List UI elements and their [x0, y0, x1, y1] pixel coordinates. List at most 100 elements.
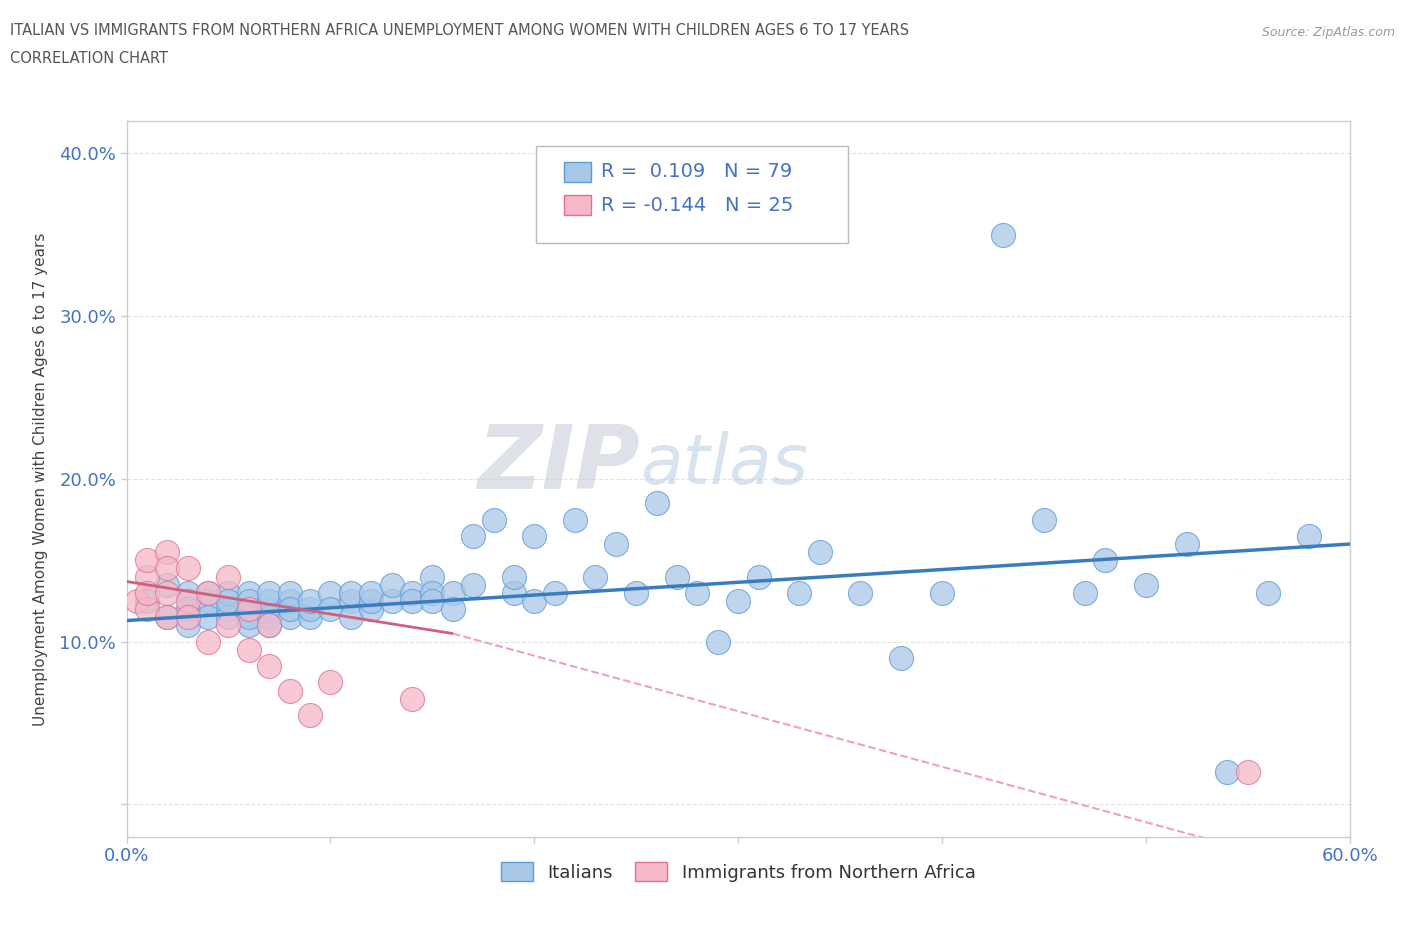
Point	[156, 561, 179, 576]
Point	[849, 586, 872, 601]
Point	[319, 675, 342, 690]
Point	[177, 610, 200, 625]
Point	[217, 610, 239, 625]
Point	[1175, 537, 1198, 551]
Point	[422, 569, 444, 584]
Point	[503, 586, 526, 601]
Point	[422, 586, 444, 601]
Point	[217, 569, 239, 584]
Point	[135, 569, 157, 584]
Point	[1237, 764, 1260, 779]
Point	[993, 228, 1015, 243]
Point	[422, 593, 444, 608]
Text: atlas: atlas	[640, 432, 808, 498]
Text: ITALIAN VS IMMIGRANTS FROM NORTHERN AFRICA UNEMPLOYMENT AMONG WOMEN WITH CHILDRE: ITALIAN VS IMMIGRANTS FROM NORTHERN AFRI…	[10, 23, 908, 38]
Point	[401, 593, 423, 608]
Point	[523, 593, 546, 608]
Point	[156, 545, 179, 560]
Point	[686, 586, 709, 601]
Point	[340, 586, 363, 601]
Point	[1257, 586, 1279, 601]
Point	[278, 602, 301, 617]
Point	[278, 586, 301, 601]
FancyBboxPatch shape	[536, 146, 848, 243]
Point	[259, 593, 281, 608]
Point	[197, 593, 219, 608]
Point	[706, 634, 728, 649]
Point	[890, 651, 912, 666]
Point	[1298, 528, 1320, 543]
Point	[156, 578, 179, 592]
Y-axis label: Unemployment Among Women with Children Ages 6 to 17 years: Unemployment Among Women with Children A…	[34, 232, 48, 725]
Point	[931, 586, 953, 601]
Point	[401, 586, 423, 601]
Legend: Italians, Immigrants from Northern Africa: Italians, Immigrants from Northern Afric…	[494, 855, 983, 889]
Point	[299, 593, 322, 608]
Point	[340, 593, 363, 608]
Point	[156, 586, 179, 601]
Point	[177, 618, 200, 633]
Point	[278, 683, 301, 698]
Point	[299, 602, 322, 617]
Point	[217, 593, 239, 608]
Point	[319, 602, 342, 617]
Point	[585, 569, 607, 584]
Text: R = -0.144   N = 25: R = -0.144 N = 25	[602, 196, 793, 215]
Point	[441, 586, 464, 601]
Point	[626, 586, 648, 601]
Point	[380, 593, 404, 608]
Point	[360, 602, 382, 617]
Point	[156, 610, 179, 625]
Point	[482, 512, 505, 527]
Point	[666, 569, 689, 584]
Point	[441, 602, 464, 617]
Point	[259, 658, 281, 673]
Point	[135, 593, 157, 608]
Point	[748, 569, 770, 584]
Point	[380, 578, 404, 592]
Point	[259, 618, 281, 633]
Point	[543, 586, 565, 601]
Point	[135, 552, 157, 567]
Point	[1216, 764, 1239, 779]
Point	[461, 578, 484, 592]
Point	[197, 610, 219, 625]
Point	[238, 586, 260, 601]
Point	[360, 593, 382, 608]
Point	[238, 593, 260, 608]
Point	[177, 561, 200, 576]
Point	[238, 618, 260, 633]
Point	[605, 537, 627, 551]
Point	[125, 593, 148, 608]
Point	[808, 545, 831, 560]
Point	[259, 602, 281, 617]
Point	[727, 593, 749, 608]
Point	[1033, 512, 1056, 527]
Text: ZIP: ZIP	[478, 421, 640, 508]
Point	[217, 586, 239, 601]
Point	[461, 528, 484, 543]
Point	[1094, 552, 1116, 567]
Point	[299, 708, 322, 723]
Point	[340, 610, 363, 625]
Point	[197, 634, 219, 649]
Point	[523, 528, 546, 543]
Point	[177, 586, 200, 601]
Point	[645, 496, 668, 511]
Point	[319, 586, 342, 601]
Bar	[564, 195, 592, 216]
Point	[238, 602, 260, 617]
Point	[177, 593, 200, 608]
Point	[259, 618, 281, 633]
Text: R =  0.109   N = 79: R = 0.109 N = 79	[602, 162, 793, 181]
Point	[238, 602, 260, 617]
Point	[238, 610, 260, 625]
Point	[401, 691, 423, 706]
Point	[217, 618, 239, 633]
Bar	[564, 162, 592, 181]
Point	[360, 586, 382, 601]
Point	[278, 593, 301, 608]
Point	[564, 512, 586, 527]
Point	[259, 586, 281, 601]
Point	[1135, 578, 1157, 592]
